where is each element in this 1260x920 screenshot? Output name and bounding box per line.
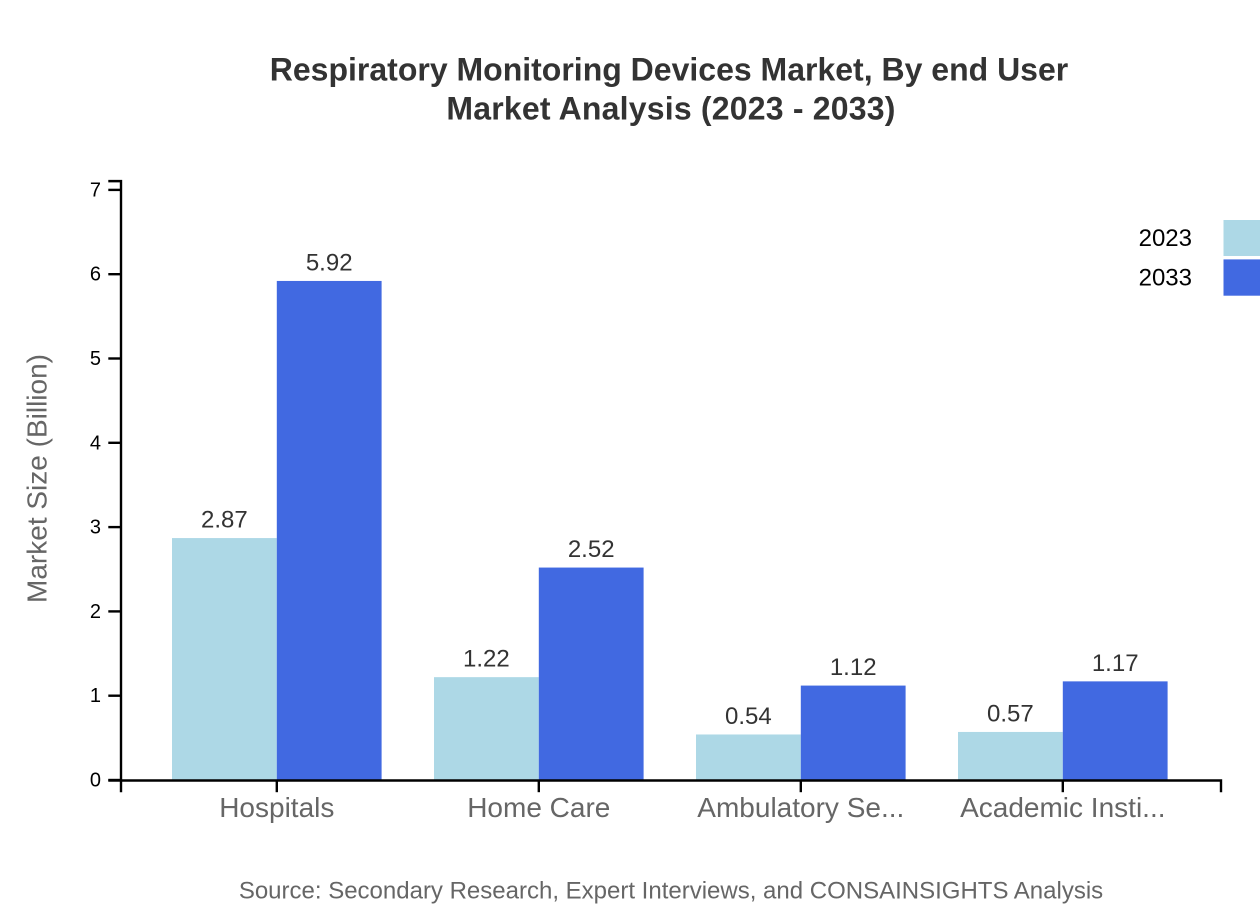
svg-text:Respiratory Monitoring Devices: Respiratory Monitoring Devices Market, B…: [270, 51, 1068, 87]
svg-text:2.52: 2.52: [568, 536, 615, 563]
svg-text:1: 1: [90, 685, 101, 707]
svg-text:2023: 2023: [1139, 225, 1192, 252]
svg-text:6: 6: [90, 264, 101, 286]
svg-text:0: 0: [90, 770, 101, 792]
svg-text:1.12: 1.12: [830, 654, 877, 681]
svg-text:1.17: 1.17: [1092, 650, 1139, 677]
svg-text:Home Care: Home Care: [467, 792, 610, 823]
svg-text:3: 3: [90, 517, 101, 539]
svg-text:Market Size (Billion): Market Size (Billion): [22, 354, 53, 603]
svg-text:Ambulatory Se...: Ambulatory Se...: [697, 792, 904, 823]
svg-text:5: 5: [90, 348, 101, 370]
svg-text:7: 7: [90, 179, 101, 201]
svg-text:Source: Secondary Research, Ex: Source: Secondary Research, Expert Inter…: [239, 878, 1103, 905]
svg-text:Market Analysis (2023 - 2033): Market Analysis (2023 - 2033): [446, 90, 895, 126]
svg-text:1.22: 1.22: [463, 646, 510, 673]
svg-text:4: 4: [90, 432, 101, 454]
svg-text:Hospitals: Hospitals: [219, 792, 334, 823]
svg-text:0.54: 0.54: [725, 703, 772, 730]
svg-text:Academic Insti...: Academic Insti...: [960, 792, 1165, 823]
svg-text:5.92: 5.92: [306, 249, 353, 276]
svg-text:2.87: 2.87: [201, 506, 248, 533]
svg-text:0.57: 0.57: [987, 700, 1034, 727]
svg-text:2: 2: [90, 601, 101, 623]
svg-text:2033: 2033: [1139, 265, 1192, 292]
